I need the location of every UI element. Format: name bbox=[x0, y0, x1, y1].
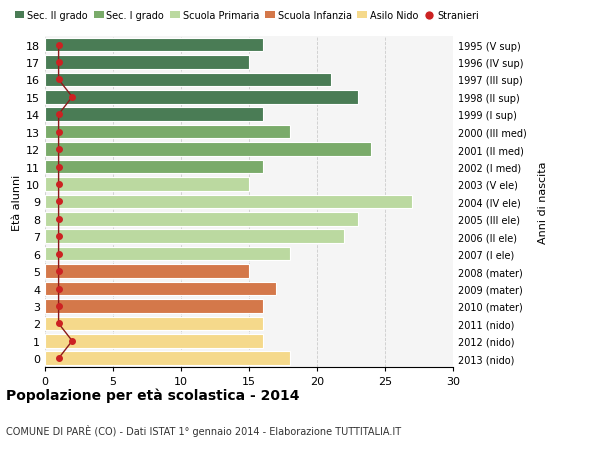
Point bbox=[67, 337, 77, 345]
Bar bbox=[45, 39, 263, 52]
Bar bbox=[45, 108, 263, 122]
Bar bbox=[45, 352, 290, 365]
Point bbox=[54, 320, 64, 327]
Point bbox=[54, 233, 64, 241]
Bar bbox=[45, 73, 331, 87]
Point bbox=[54, 59, 64, 67]
Bar bbox=[45, 282, 276, 296]
Bar bbox=[45, 160, 263, 174]
Point bbox=[54, 146, 64, 153]
Legend: Sec. II grado, Sec. I grado, Scuola Primaria, Scuola Infanzia, Asilo Nido, Stran: Sec. II grado, Sec. I grado, Scuola Prim… bbox=[11, 7, 482, 25]
Bar bbox=[45, 247, 290, 261]
Bar bbox=[45, 334, 263, 348]
Point bbox=[54, 163, 64, 171]
Bar bbox=[45, 213, 358, 226]
Point bbox=[54, 251, 64, 258]
Bar bbox=[45, 143, 371, 157]
Bar bbox=[45, 300, 263, 313]
Point bbox=[54, 112, 64, 119]
Bar bbox=[45, 126, 290, 139]
Bar bbox=[45, 265, 249, 278]
Bar bbox=[45, 178, 249, 191]
Point bbox=[54, 302, 64, 310]
Point bbox=[54, 285, 64, 292]
Text: Popolazione per età scolastica - 2014: Popolazione per età scolastica - 2014 bbox=[6, 388, 299, 403]
Bar bbox=[45, 91, 358, 104]
Point bbox=[67, 94, 77, 101]
Point bbox=[54, 181, 64, 188]
Point bbox=[54, 268, 64, 275]
Point bbox=[54, 77, 64, 84]
Bar bbox=[45, 230, 344, 244]
Point bbox=[54, 216, 64, 223]
Point bbox=[54, 42, 64, 49]
Text: COMUNE DI PARÈ (CO) - Dati ISTAT 1° gennaio 2014 - Elaborazione TUTTITALIA.IT: COMUNE DI PARÈ (CO) - Dati ISTAT 1° genn… bbox=[6, 425, 401, 437]
Bar bbox=[45, 56, 249, 70]
Point bbox=[54, 129, 64, 136]
Bar bbox=[45, 195, 412, 209]
Bar bbox=[45, 317, 263, 330]
Point bbox=[54, 355, 64, 362]
Y-axis label: Anni di nascita: Anni di nascita bbox=[538, 161, 548, 243]
Y-axis label: Età alunni: Età alunni bbox=[12, 174, 22, 230]
Point bbox=[54, 198, 64, 206]
